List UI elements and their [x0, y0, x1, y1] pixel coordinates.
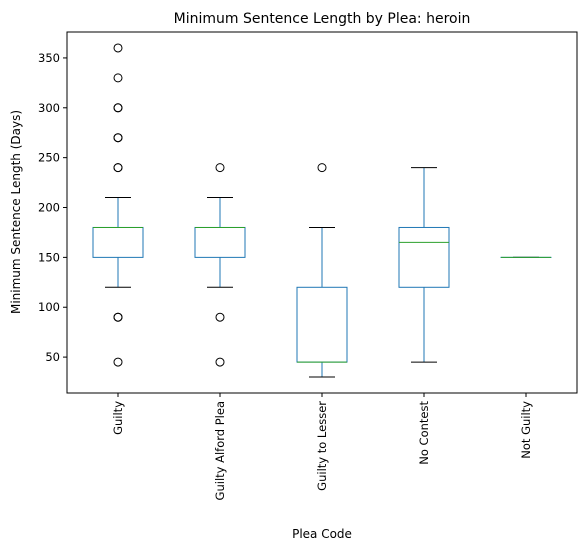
- outlier-point: [113, 357, 123, 367]
- outlier-point: [215, 163, 225, 173]
- outlier-point: [113, 103, 123, 113]
- y-tick-label: 250: [38, 151, 60, 165]
- outlier-point: [317, 163, 327, 173]
- box-group: [194, 163, 246, 367]
- box: [296, 286, 348, 363]
- x-tick-label: Guilty Alford Plea: [213, 401, 227, 500]
- outlier-point: [215, 312, 225, 322]
- outlier-point: [113, 163, 123, 173]
- outlier-point: [113, 73, 123, 83]
- box-group: [92, 43, 144, 367]
- box: [92, 226, 144, 258]
- outlier-point: [215, 357, 225, 367]
- outlier-point: [113, 43, 123, 53]
- plot-frame: [66, 31, 578, 394]
- box-group: [398, 167, 450, 363]
- box: [194, 226, 246, 258]
- x-axis-label: Plea Code: [292, 527, 352, 541]
- outlier-point: [113, 312, 123, 322]
- x-axis: Guilty Guilty Alford Plea Guilty to Lesser…: [111, 393, 533, 500]
- y-axis: 50 100 150 200 250 300 350: [38, 51, 67, 364]
- y-tick-label: 150: [38, 250, 60, 264]
- box: [398, 226, 450, 288]
- x-tick-label: Not Guilty: [519, 401, 533, 459]
- y-axis-label: Minimum Sentence Length (Days): [9, 110, 23, 314]
- y-tick-label: 350: [38, 51, 60, 65]
- outlier-point: [113, 133, 123, 143]
- x-tick-label: Guilty: [111, 401, 125, 435]
- box-group: [296, 163, 348, 378]
- chart-title: Minimum Sentence Length by Plea: heroin: [174, 11, 471, 27]
- y-tick-label: 100: [38, 300, 60, 314]
- y-tick-label: 300: [38, 101, 60, 115]
- y-tick-label: 50: [45, 350, 60, 364]
- y-tick-label: 200: [38, 201, 60, 215]
- x-tick-label: No Contest: [417, 401, 431, 465]
- x-tick-label: Guilty to Lesser: [315, 401, 329, 491]
